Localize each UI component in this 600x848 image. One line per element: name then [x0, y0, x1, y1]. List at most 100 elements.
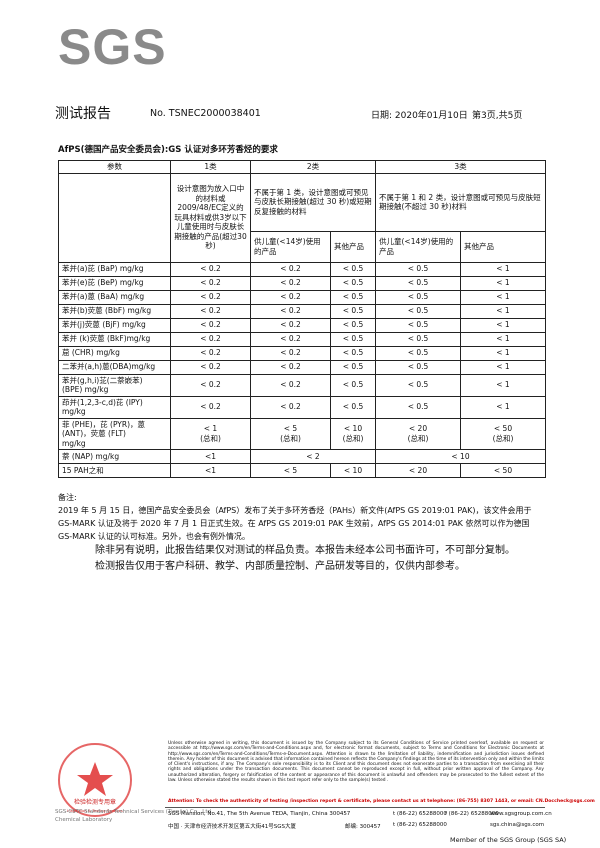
- sub-header: 其他产品: [460, 230, 546, 263]
- limit-value: < 0.2: [250, 359, 331, 375]
- footer-rule: [165, 807, 545, 808]
- report-title: 测试报告: [55, 106, 111, 122]
- website: www.sgsgroup.com.cn: [490, 811, 552, 817]
- limit-value: < 0.5: [330, 331, 376, 347]
- limit-value: < 50 (总和): [460, 417, 546, 450]
- table-row: 供儿童(<14岁)使用的产品 其他产品 供儿童(<14岁)使用的产品 其他产品: [59, 230, 546, 263]
- email: sgs.china@sgs.com: [490, 822, 545, 828]
- notes: 备注: 2019 年 5 月 15 日，德国产品安全委员会（AfPS）发布了关于多…: [58, 491, 545, 543]
- header-cell: [58, 172, 171, 263]
- class-desc: 设计意图为放入口中的材料或2009/48/EC定义的玩具材料或供3岁以下儿童使用…: [170, 172, 251, 263]
- limit-value: < 1: [460, 289, 546, 305]
- limit-value: < 0.5: [375, 395, 461, 419]
- limit-value: < 20 (总和): [375, 417, 461, 450]
- parameter: 苯并(a)蒽 (BaA) mg/kg: [58, 289, 171, 305]
- limit-value: < 0.2: [250, 303, 331, 319]
- limit-value: < 0.5: [375, 275, 461, 291]
- address-cn: 中国 · 天津市经济技术开发区第五大街41号SGS大厦: [168, 824, 296, 830]
- stamp: 检验检测专用章 Inspection & Testing Services: [58, 743, 132, 817]
- limit-value: < 10: [375, 449, 546, 464]
- table-row: 萘 (NAP) mg/kg <1 < 2 < 10: [58, 449, 546, 464]
- limit-value: < 0.2: [170, 317, 251, 333]
- parameter: 苯并(e)芘 (BeP) mg/kg: [58, 275, 171, 291]
- address-en: SGS Mansion, No.41, The 5th Avenue TEDA,…: [168, 811, 351, 817]
- limit-value: < 1: [460, 261, 546, 277]
- header-cell: 1类: [170, 160, 251, 174]
- table-row: 参数 1类 2类 3类: [58, 160, 546, 174]
- table-row: 苯并 (k)荧蒽 (BkF)mg/kg < 0.2 < 0.2 < 0.5 < 0.5 <…: [58, 331, 546, 347]
- limit-value: < 0.2: [250, 261, 331, 277]
- limit-value: < 0.5: [375, 317, 461, 333]
- limit-value: < 0.5: [330, 359, 376, 375]
- limit-value: < 1: [460, 331, 546, 347]
- limit-value: <1: [170, 449, 251, 464]
- terms: Unless otherwise agreed in writing, this…: [168, 741, 544, 784]
- notes-text: 2019 年 5 月 15 日，德国产品安全委员会（AfPS）发布了关于多环芳香…: [58, 506, 532, 541]
- zip-cn: 邮编: 300457: [345, 824, 381, 830]
- member: Member of the SGS Group (SGS SA): [450, 836, 567, 844]
- table-row: 茚并(1,2,3-c,d)芘 (IPY) mg/kg < 0.2 < 0.2 < 0.…: [58, 395, 546, 419]
- limit-value: < 0.2: [170, 261, 251, 277]
- tel-cn: t (86-22) 65288000: [393, 822, 447, 828]
- limit-value: < 0.2: [170, 359, 251, 375]
- limit-value: < 1: [460, 395, 546, 419]
- limit-value: < 1: [460, 317, 546, 333]
- class-desc: 不属于第 1 类，设计意图或可预见与皮肤长期接触(超过 30 秒)或短期反复接触…: [250, 172, 376, 232]
- table-row: 䓛 (CHR) mg/kg < 0.2 < 0.2 < 0.5 < 0.5 < 1: [58, 345, 546, 361]
- table-row: 苯并(e)芘 (BeP) mg/kg < 0.2 < 0.2 < 0.5 < 0.5 < …: [58, 275, 546, 291]
- sub-header: 供儿童(<14岁)使用的产品: [250, 230, 331, 263]
- table-row: 苯并(g,h,i)苝(二萘嵌苯) (BPE) mg/kg < 0.2 < 0.2 < …: [58, 373, 546, 397]
- table-row: 设计意图为放入口中的材料或2009/48/EC定义的玩具材料或供3岁以下儿童使用…: [58, 172, 546, 263]
- parameter: 苯并 (k)荧蒽 (BkF)mg/kg: [58, 331, 171, 347]
- limit-value: < 0.2: [170, 373, 251, 397]
- limit-value: <1: [170, 463, 251, 478]
- limit-value: < 0.2: [250, 289, 331, 305]
- table-row: 菲 (PHE)，芘 (PYR)，蒽 (ANT)，荧蒽 (FLT) mg/kg < …: [58, 417, 546, 450]
- table-row: 苯并(a)芘 (BaP) mg/kg < 0.2 < 0.2 < 0.5 < 0.5 < …: [58, 261, 546, 277]
- limit-value: < 0.2: [250, 331, 331, 347]
- limit-value: < 0.5: [330, 395, 376, 419]
- limit-value: < 0.2: [250, 373, 331, 397]
- limit-value: < 0.5: [375, 345, 461, 361]
- limit-value: < 0.5: [375, 373, 461, 397]
- limit-value: < 1: [460, 275, 546, 291]
- sub-header: 其他产品: [330, 230, 376, 263]
- header-cell: 3类: [375, 160, 546, 174]
- limit-value: < 0.2: [170, 345, 251, 361]
- page-number: 第3页,共5页: [472, 111, 523, 121]
- table-row: 苯并(a)蒽 (BaA) mg/kg < 0.2 < 0.2 < 0.5 < 0.5 < …: [58, 289, 546, 305]
- limit-value: < 0.5: [330, 261, 376, 277]
- limit-value: < 0.5: [330, 275, 376, 291]
- limit-value: < 0.2: [250, 345, 331, 361]
- limit-value: < 0.2: [170, 275, 251, 291]
- limit-value: < 0.2: [170, 395, 251, 419]
- logo: SGS: [58, 19, 167, 75]
- limit-value: < 5: [250, 463, 331, 478]
- table-row: 二苯并(a,h)蒽(DBA)mg/kg < 0.2 < 0.2 < 0.5 < 0.5 <…: [58, 359, 546, 375]
- limit-value: < 0.5: [330, 289, 376, 305]
- parameter: 苯并(g,h,i)苝(二萘嵌苯) (BPE) mg/kg: [58, 373, 171, 397]
- disclaimer: 除非另有说明，此报告结果仅对测试的样品负责。本报告未经本公司书面许可，不可部分复…: [95, 545, 515, 556]
- limit-value: < 10: [330, 463, 376, 478]
- limit-value: < 0.5: [375, 359, 461, 375]
- limit-value: < 0.5: [375, 331, 461, 347]
- limit-value: < 1 (总和): [170, 417, 251, 450]
- limit-value: < 0.5: [330, 345, 376, 361]
- limit-value: < 0.2: [170, 289, 251, 305]
- limit-value: < 0.2: [250, 317, 331, 333]
- limit-value: < 5 (总和): [250, 417, 331, 450]
- header-cell: 参数: [58, 160, 171, 174]
- attention: Attention: To check the authenticity of …: [168, 799, 595, 804]
- limit-value: < 0.5: [375, 261, 461, 277]
- limit-value: < 0.5: [330, 373, 376, 397]
- class-desc: 不属于第 1 和 2 类，设计意图或可预见与皮肤短期接触(不超过 30 秒)材料: [375, 172, 546, 232]
- limit-value: < 0.2: [170, 303, 251, 319]
- parameter: 苯并(j)荧蒽 (BjF) mg/kg: [58, 317, 171, 333]
- parameter: 苯并(b)荧蒽 (BbF) mg/kg: [58, 303, 171, 319]
- stamp-sub: Inspection & Testing Services: [67, 808, 123, 813]
- table-row: 苯并(j)荧蒽 (BjF) mg/kg < 0.2 < 0.2 < 0.5 < 0.5 <…: [58, 317, 546, 333]
- notes-label: 备注:: [58, 493, 77, 502]
- limit-value: < 2: [250, 449, 376, 464]
- table-row: 15 PAH之和 <1 < 5 < 10 < 20 < 50: [58, 463, 546, 478]
